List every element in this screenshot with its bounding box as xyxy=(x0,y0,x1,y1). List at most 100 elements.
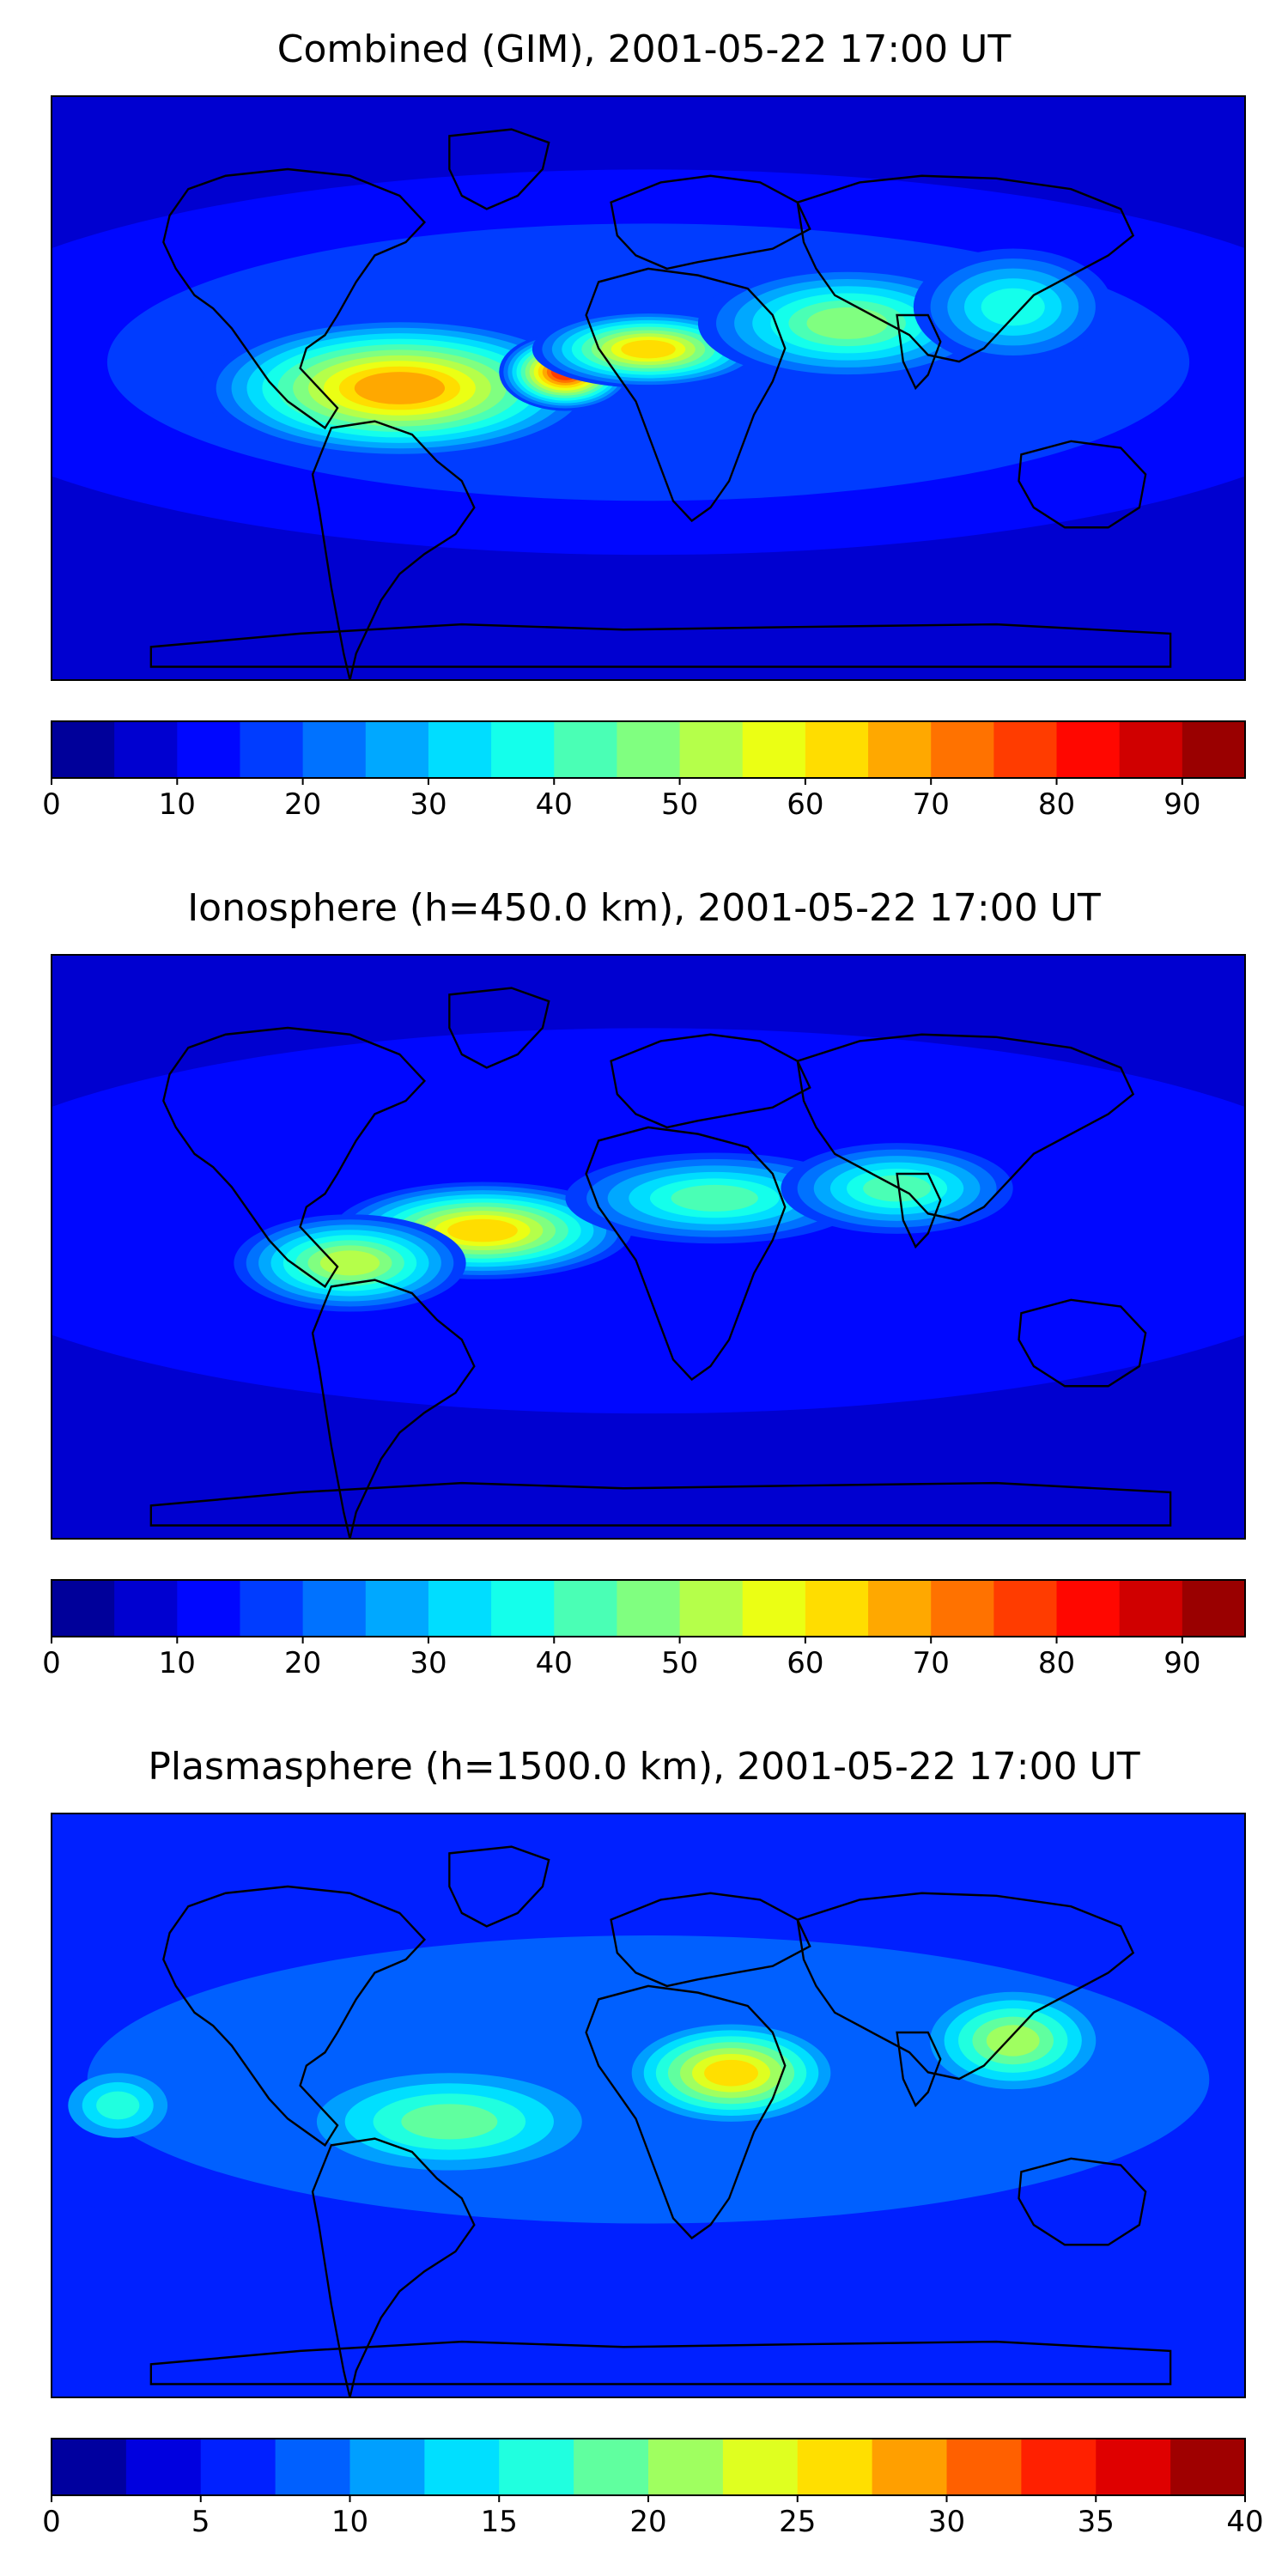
colorbar-bin xyxy=(1182,721,1246,778)
colorbar-bin xyxy=(931,721,994,778)
colorbar-bin xyxy=(805,721,869,778)
colorbar-bin xyxy=(1096,2439,1171,2495)
colorbar-tick-label: 30 xyxy=(928,2505,965,2539)
colorbar-tick-label: 50 xyxy=(661,787,698,822)
colorbar-bin xyxy=(125,2439,202,2495)
colorbar-bin xyxy=(797,2439,873,2495)
colorbar: 0 5 10 15 20 25 30 35 40 xyxy=(42,2438,1264,2539)
colorbar-bin xyxy=(240,1580,304,1637)
colorbar: 0 10 20 30 40 50 60 70 80 90 xyxy=(42,1579,1246,1680)
colorbar-bin xyxy=(302,721,367,778)
hotspot-contour xyxy=(96,2091,140,2120)
colorbar-tick-label: 80 xyxy=(1038,787,1075,822)
map-panel-1: Combined (GIM), 2001-05-22 17:00 UT 0 10 20… xyxy=(42,27,1246,822)
colorbar-bin xyxy=(742,1580,806,1637)
colorbar-frame xyxy=(51,1579,1246,1637)
colorbar-tick-label: 70 xyxy=(913,787,950,822)
colorbar-bin xyxy=(617,721,681,778)
colorbar-bin xyxy=(554,721,617,778)
colorbar-bin xyxy=(617,1580,681,1637)
hotspot-contour xyxy=(447,1218,518,1242)
colorbar-bin xyxy=(240,721,304,778)
colorbar-tick-label: 10 xyxy=(331,2505,368,2539)
hotspot-contour xyxy=(319,1250,380,1276)
colorbar-bin xyxy=(428,1580,492,1637)
colorbar-bin xyxy=(114,721,178,778)
colorbar-tick-label: 50 xyxy=(661,1646,698,1680)
colorbar-bin xyxy=(52,721,115,778)
colorbar-bin xyxy=(52,1580,115,1637)
colorbar-bin xyxy=(931,1580,994,1637)
colorbar-tick-label: 80 xyxy=(1038,1646,1075,1680)
colorbar-bin xyxy=(742,721,806,778)
colorbar-tick-label: 20 xyxy=(284,1646,321,1680)
hotspot-contour xyxy=(863,1175,931,1202)
colorbar-bin xyxy=(52,2439,127,2495)
panel-title: Ionosphere (h=450.0 km), 2001-05-22 17:0… xyxy=(187,886,1101,930)
colorbar-bin xyxy=(1182,1580,1246,1637)
colorbar-tick-label: 90 xyxy=(1163,787,1200,822)
hotspot-contour xyxy=(981,288,1045,326)
colorbar-tick-label: 60 xyxy=(787,1646,823,1680)
colorbar-frame xyxy=(51,720,1246,779)
colorbar-tick-label: 5 xyxy=(191,2505,210,2539)
colorbar-tick-label: 25 xyxy=(779,2505,816,2539)
map-frame xyxy=(51,954,1246,1540)
colorbar-bin xyxy=(275,2439,350,2495)
colorbar-tick-label: 40 xyxy=(536,787,573,822)
colorbar-tick-label: 30 xyxy=(410,787,447,822)
colorbar-tick-label: 35 xyxy=(1078,2505,1115,2539)
colorbar-tick-label: 20 xyxy=(629,2505,666,2539)
colorbar-bin xyxy=(805,1580,869,1637)
colorbar-bin xyxy=(200,2439,276,2495)
colorbar-tick-label: 40 xyxy=(536,1646,573,1680)
colorbar-bin xyxy=(679,721,744,778)
colorbar-bin xyxy=(946,2439,1022,2495)
hotspot-contour xyxy=(621,340,676,359)
colorbar-tick-label: 60 xyxy=(787,787,823,822)
colorbar-bin xyxy=(424,2439,500,2495)
colorbar-bin xyxy=(868,1580,932,1637)
colorbar-bin xyxy=(993,1580,1058,1637)
colorbar-bin xyxy=(1056,721,1121,778)
hotspot-contour xyxy=(671,1184,758,1212)
map-area xyxy=(52,955,1245,1539)
colorbar-bin xyxy=(993,721,1058,778)
colorbar-bin xyxy=(648,2439,724,2495)
colorbar-bin xyxy=(499,2439,574,2495)
colorbar-bin xyxy=(349,2439,425,2495)
colorbar-bin xyxy=(491,721,555,778)
colorbar-tick-label: 0 xyxy=(42,1646,61,1680)
map-panel-2: Ionosphere (h=450.0 km), 2001-05-22 17:0… xyxy=(42,886,1246,1680)
colorbar-tick-label: 15 xyxy=(481,2505,518,2539)
panel-title: Combined (GIM), 2001-05-22 17:00 UT xyxy=(277,27,1012,71)
colorbar-bin xyxy=(114,1580,178,1637)
colorbar-bin xyxy=(722,2439,799,2495)
colorbar-tick-label: 90 xyxy=(1163,1646,1200,1680)
panel-title: Plasmasphere (h=1500.0 km), 2001-05-22 1… xyxy=(148,1745,1139,1789)
colorbar-bin xyxy=(872,2439,947,2495)
colorbar-tick-label: 30 xyxy=(410,1646,447,1680)
hotspot-contour xyxy=(986,2025,1040,2057)
map-frame xyxy=(51,1813,1246,2398)
colorbar-bin xyxy=(574,2439,649,2495)
colorbar-tick-label: 10 xyxy=(159,1646,196,1680)
colorbar-bin xyxy=(554,1580,617,1637)
colorbar-bin xyxy=(177,1580,240,1637)
colorbar-bin xyxy=(428,721,492,778)
colorbar-bin xyxy=(365,721,429,778)
colorbar-tick-label: 40 xyxy=(1226,2505,1263,2539)
map-area xyxy=(52,1814,1245,2397)
hotspot-contour xyxy=(354,372,446,404)
colorbar-tick-label: 70 xyxy=(913,1646,950,1680)
colorbar-bin xyxy=(365,1580,429,1637)
colorbar-bin xyxy=(679,1580,744,1637)
colorbar-bin xyxy=(1170,2439,1246,2495)
colorbar-tick-label: 10 xyxy=(159,787,196,822)
hotspot-contour xyxy=(704,2059,758,2087)
map-area xyxy=(52,96,1245,680)
hotspot-contour xyxy=(401,2104,498,2140)
colorbar-bin xyxy=(491,1580,555,1637)
colorbar-bin xyxy=(1119,721,1183,778)
